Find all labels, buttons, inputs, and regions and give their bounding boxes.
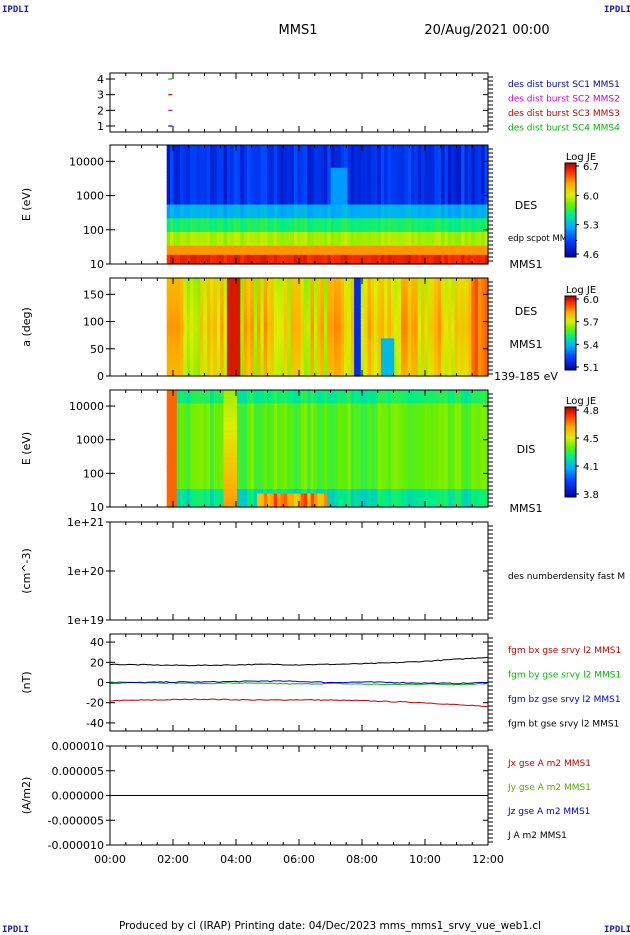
colorbar-tick-label: 4.5 xyxy=(583,434,599,445)
burst-tick-label: 1 xyxy=(97,120,104,133)
burst-tick-label: 2 xyxy=(97,104,104,117)
des-pitch-tick-label: 50 xyxy=(90,343,104,356)
fgm-series-line xyxy=(110,699,488,707)
time-tick-label: 10:00 xyxy=(409,853,441,866)
current-tick-label: -0.000005 xyxy=(48,814,104,827)
y-axis-label: E (eV) xyxy=(20,188,33,221)
colorbar xyxy=(565,163,576,257)
des-pitch-tick-label: 0 xyxy=(97,370,104,383)
colorbar-tick-label: 6.0 xyxy=(583,191,599,202)
density-tick-label: 1e+19 xyxy=(67,614,104,627)
des-energy-spectrogram xyxy=(167,145,489,265)
mission-title: MMS1 xyxy=(279,23,318,38)
colorbar xyxy=(565,296,576,370)
fgm-tick-label: 40 xyxy=(90,636,104,649)
colorbar-tick-label: 4.6 xyxy=(583,250,599,261)
current-tick-label: -0.000010 xyxy=(48,839,104,852)
time-tick-label: 02:00 xyxy=(157,853,189,866)
density-legend-entry: des numberdensity fast M xyxy=(508,572,625,582)
fgm-series-line xyxy=(110,657,488,666)
colorbar-tick-label: 5.7 xyxy=(583,318,599,329)
panel-density-frame xyxy=(110,522,488,620)
time-tick-label: 08:00 xyxy=(346,853,378,866)
colorbar-tick-label: 5.1 xyxy=(583,363,599,374)
des-energy-tick-label: 100 xyxy=(83,224,104,237)
time-tick-label: 04:00 xyxy=(220,853,252,866)
time-tick-label: 12:00 xyxy=(472,853,504,866)
panel-burst-frame xyxy=(110,73,488,132)
des-energy-tick-label: 10000 xyxy=(69,155,104,168)
colorbar-tick-label: 6.0 xyxy=(583,295,599,306)
des-energy-mms1-label: MMS1 xyxy=(510,258,543,271)
colorbar-tick-label: 6.7 xyxy=(583,162,599,173)
burst-legend-entry: des dist burst SC4 MMS4 xyxy=(508,124,620,134)
burst-legend-entry: des dist burst SC3 MMS3 xyxy=(508,109,620,119)
time-tick-label: 06:00 xyxy=(283,853,315,866)
burst-tick-label: 3 xyxy=(97,89,104,102)
des-pitch-spectrogram xyxy=(167,278,489,377)
des-label: DES xyxy=(515,199,537,212)
density-tick-label: 1e+21 xyxy=(67,516,104,529)
density-tick-label: 1e+20 xyxy=(67,565,104,578)
colorbar xyxy=(565,407,576,497)
dis-label: DIS xyxy=(517,443,536,456)
fgm-legend-entry: fgm bz gse srvy l2 MMS1 xyxy=(508,695,621,705)
current-legend-entry: J A m2 MMS1 xyxy=(507,831,567,841)
current-legend-entry: Jx gse A m2 MMS1 xyxy=(507,759,591,769)
burst-legend-entry: des dist burst SC2 MMS2 xyxy=(508,95,620,105)
y-axis-label: E (eV) xyxy=(20,432,33,465)
footer-credit: Produced by cl (IRAP) Printing date: 04/… xyxy=(119,920,541,932)
burst-tick-label: 4 xyxy=(97,73,104,86)
fgm-tick-label: -20 xyxy=(86,697,104,710)
time-tick-label: 00:00 xyxy=(94,853,126,866)
dis-energy-tick-label: 10000 xyxy=(69,400,104,413)
colorbar-tick-label: 4.1 xyxy=(583,462,599,473)
date-title: 20/Aug/2021 00:00 xyxy=(424,23,549,38)
fgm-legend-entry: fgm by gse srvy l2 MMS1 xyxy=(508,671,621,681)
colorbar-tick-label: 5.3 xyxy=(583,221,599,232)
des-energy-tick-label: 10 xyxy=(90,258,104,271)
dis-mms1-label: MMS1 xyxy=(510,502,543,515)
des-pitch-energy-range: 139-185 eV xyxy=(494,370,558,383)
colorbar-tick-label: 4.8 xyxy=(583,406,599,417)
dis-energy-spectrogram xyxy=(167,390,489,508)
current-tick-label: 0.000005 xyxy=(52,765,105,778)
des-energy-tick-label: 1000 xyxy=(76,190,104,203)
current-tick-label: 0.000010 xyxy=(52,740,105,753)
fgm-legend-entry: fgm bt gse srvy l2 MMS1 xyxy=(508,720,619,730)
y-axis-label: (cm^-3) xyxy=(20,548,33,594)
colorbar-tick-label: 5.4 xyxy=(583,340,599,351)
dis-energy-tick-label: 10 xyxy=(90,501,104,514)
fgm-legend-entry: fgm bx gse srvy l2 MMS1 xyxy=(508,646,621,656)
des-pitch-mms1-label: MMS1 xyxy=(510,338,543,351)
y-axis-label: (nT) xyxy=(20,671,33,693)
colorbar-tick-label: 3.8 xyxy=(583,490,599,501)
current-legend-entry: Jy gse A m2 MMS1 xyxy=(507,783,591,793)
y-axis-label: a (deg) xyxy=(20,307,33,347)
current-tick-label: 0.000000 xyxy=(52,790,105,803)
des-pitch-tick-label: 150 xyxy=(83,288,104,301)
current-legend-entry: Jz gse A m2 MMS1 xyxy=(507,807,590,817)
y-axis-label: (A/m2) xyxy=(20,777,33,815)
burst-legend-entry: des dist burst SC1 MMS1 xyxy=(508,80,620,90)
fgm-tick-label: -40 xyxy=(86,717,104,730)
dis-energy-tick-label: 1000 xyxy=(76,434,104,447)
dis-energy-tick-label: 100 xyxy=(83,467,104,480)
des-pitch-tick-label: 100 xyxy=(83,316,104,329)
fgm-tick-label: 20 xyxy=(90,656,104,669)
des-pitch-label: DES xyxy=(515,305,537,318)
fgm-tick-label: 0 xyxy=(97,677,104,690)
